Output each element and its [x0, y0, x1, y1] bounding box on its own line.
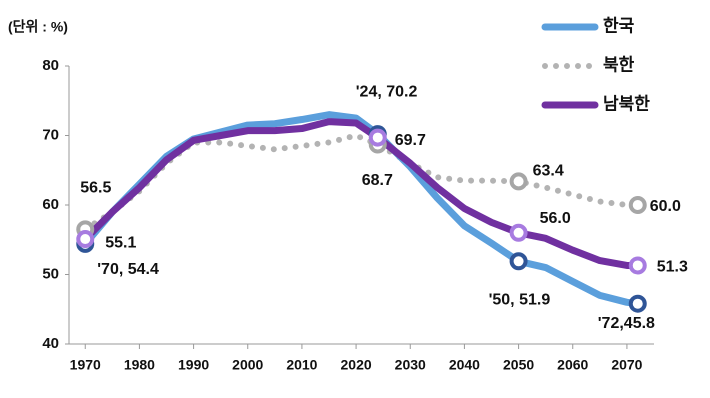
point-marker: [509, 172, 528, 191]
point-marker: [509, 252, 528, 271]
legend-label: 한국: [603, 16, 635, 35]
legend-label: 북한: [603, 55, 635, 74]
x-tick-label: 2030: [395, 357, 426, 373]
x-tick-label: 1970: [70, 357, 101, 373]
data-label: '72,45.8: [598, 315, 655, 332]
x-tick-label: 2020: [341, 357, 372, 373]
data-label: 56.5: [80, 180, 111, 197]
legend-label: 남북한: [603, 94, 650, 113]
data-label: 63.4: [533, 163, 564, 180]
x-tick-label: 2040: [449, 357, 480, 373]
x-tick-label: 2000: [232, 357, 263, 373]
data-label: 56.0: [540, 210, 571, 227]
point-marker: [368, 128, 387, 147]
data-label: '24, 70.2: [356, 83, 418, 100]
x-tick-label: 2060: [557, 357, 588, 373]
x-tick-label: 2070: [611, 357, 642, 373]
y-axis-label: (단위 : %): [8, 19, 68, 35]
series-line: [81, 118, 642, 269]
y-tick-label: 60: [42, 196, 59, 213]
point-marker: [628, 294, 647, 313]
data-label: '70, 54.4: [97, 261, 159, 278]
x-tick-label: 1990: [178, 357, 209, 373]
data-label: 68.7: [362, 172, 393, 189]
point-marker: [628, 196, 647, 214]
x-tick-label: 2050: [503, 357, 534, 373]
x-tick-label: 2010: [286, 357, 317, 373]
y-tick-label: 70: [42, 126, 59, 143]
data-label: 51.3: [657, 259, 688, 276]
x-tick-label: 1980: [124, 357, 155, 373]
point-marker: [509, 223, 528, 242]
data-label: 69.7: [395, 132, 426, 149]
y-tick-label: 80: [42, 57, 59, 74]
data-label: '50, 51.9: [489, 292, 551, 309]
y-tick-label: 50: [42, 265, 59, 282]
data-label: 60.0: [650, 198, 681, 215]
data-label: 55.1: [105, 234, 136, 251]
y-tick-label: 40: [42, 335, 59, 352]
point-marker: [628, 256, 647, 275]
point-marker: [76, 230, 95, 249]
